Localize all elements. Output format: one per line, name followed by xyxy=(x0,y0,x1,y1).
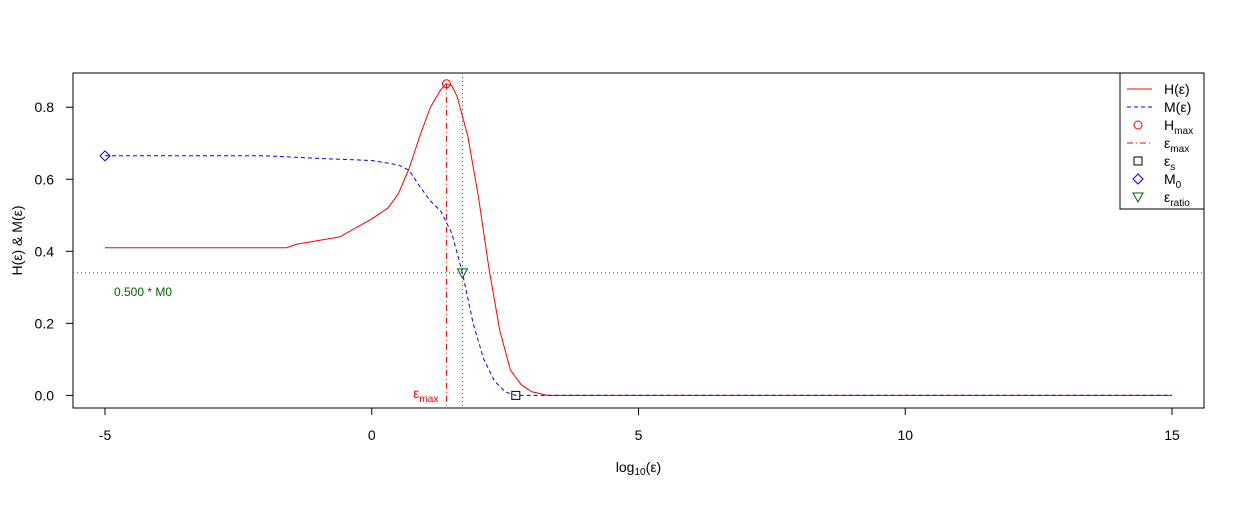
legend-box xyxy=(1119,72,1205,210)
x-tick-label: 5 xyxy=(635,427,643,443)
y-tick-label: 0.6 xyxy=(35,171,55,187)
legend-label-eps_max: εmax xyxy=(1164,135,1189,155)
eps-max-annotation: εmax xyxy=(413,385,438,405)
x-axis-label: log10(ε) xyxy=(616,459,661,478)
series-line-H xyxy=(105,83,1172,396)
legend-label-Hmax: Hmax xyxy=(1164,117,1193,137)
y-tick-label: 0.0 xyxy=(35,387,55,403)
legend-glyph-Hmax xyxy=(1133,120,1143,130)
x-tick-label: 10 xyxy=(897,427,913,443)
eps-ratio-point xyxy=(456,268,469,279)
legend-label-M0: M0 xyxy=(1164,171,1182,191)
plot-frame xyxy=(72,72,1205,409)
legend-label-eps_ratio: εratio xyxy=(1164,189,1190,209)
x-tick-label: 15 xyxy=(1164,427,1180,443)
hmax-point xyxy=(441,79,451,89)
x-tick-label: 0 xyxy=(368,427,376,443)
legend-label-M: M(ε) xyxy=(1164,99,1191,115)
y-axis-label: H(ε) & M(ε) xyxy=(9,205,25,275)
threshold-annotation: 0.500 * M0 xyxy=(114,285,172,299)
legend-glyph-eps_ratio xyxy=(1132,192,1144,204)
y-tick-label: 0.8 xyxy=(35,99,55,115)
m0-point xyxy=(99,150,111,162)
legend-glyph-eps_s xyxy=(1133,156,1143,166)
legend-glyph-M0 xyxy=(1132,173,1144,185)
axes-group: -5 0 5 10 15 0.0 0.2 0.4 0.6 0.8 log10(ε) H(ε) & M(… xyxy=(9,72,1205,478)
y-tick-label: 0.2 xyxy=(35,315,55,331)
x-tick-label: -5 xyxy=(99,427,112,443)
series-line-M xyxy=(105,155,1172,396)
legend-label-eps_s: εs xyxy=(1164,153,1175,173)
eps-s-point xyxy=(511,390,521,400)
annotations-group: 0.500 * M0 εmax xyxy=(114,285,438,405)
series-group xyxy=(105,83,1172,396)
marker-points-group xyxy=(99,79,521,400)
legend-label-H: H(ε) xyxy=(1164,81,1190,97)
y-tick-label: 0.4 xyxy=(35,243,55,259)
guide-lines-group xyxy=(73,73,1204,408)
